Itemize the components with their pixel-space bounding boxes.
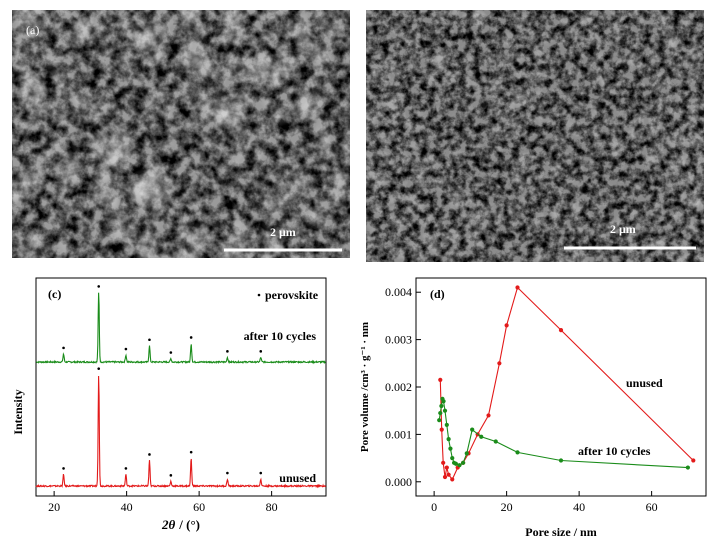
pore-data-point [439, 403, 444, 409]
xrd-peak-marker [259, 471, 263, 475]
sem-image-a: (a) 2 μm [12, 10, 350, 258]
pore-data-point [515, 285, 520, 290]
sem-b-scale-text: 2 μm [610, 222, 636, 236]
xrd-peak-marker [226, 471, 229, 475]
pore-data-point [558, 458, 564, 463]
pore-data-point [515, 450, 520, 455]
xrd-peak-marker [62, 346, 65, 350]
pore-ytick-label: 0.001 [385, 427, 412, 441]
pore-data-point [442, 474, 448, 480]
xrd-xlabel: 2θ / (°) [161, 517, 200, 532]
pore-data-point [448, 446, 453, 451]
pore-data-point [439, 427, 444, 432]
xrd-xtick-label: 60 [193, 500, 205, 514]
xrd-peak-marker [189, 450, 193, 454]
pore-data-point [464, 451, 469, 456]
pore-data-point [691, 458, 696, 463]
sem-a-label: (a) [26, 23, 39, 37]
pore-ytick-label: 0.003 [385, 333, 412, 347]
xrd-peak-marker [226, 350, 229, 353]
pore-data-point [446, 437, 451, 442]
xrd-peak-marker [169, 351, 173, 354]
xrd-xlabel-symbol: 2θ [161, 517, 176, 532]
sem-a-scale-text: 2 μm [270, 225, 296, 239]
xrd-panel-label: (c) [48, 287, 61, 301]
xrd-peak-marker [62, 467, 65, 470]
xrd-plot-frame [35, 277, 327, 497]
xrd-peak-marker [148, 453, 151, 456]
pore-ytick-label: 0.002 [385, 380, 412, 394]
pore-xtick-label: 20 [501, 500, 513, 514]
xrd-legend-text: perovskite [265, 288, 319, 302]
pore-series-label-unused: unused [626, 376, 663, 390]
xrd-peak-marker [124, 347, 128, 351]
pore-series-label-cycled: after 10 cycles [578, 444, 651, 458]
pore-data-point [441, 399, 446, 404]
xrd-series-line [35, 292, 327, 365]
pore-data-point [444, 422, 449, 428]
pore-plot-layer: 0 20 40 60 0.000 0.001 0.002 0.003 0.004 unused af… [385, 285, 696, 514]
pore-series-line [438, 396, 688, 469]
xrd-chart: 20 40 60 80 after 10 cycles unused (c) perovs… [11, 277, 327, 532]
pore-xlabel: Pore size / nm [525, 525, 596, 539]
xrd-ylabel: Intensity [11, 389, 25, 434]
xrd-legend-marker [257, 293, 261, 297]
pore-data-point [444, 465, 449, 470]
pore-data-point [438, 377, 443, 382]
pore-xtick-label: 40 [573, 500, 585, 514]
pore-panel-label: (d) [430, 287, 445, 301]
xrd-xlabel-unit: / (°) [178, 517, 200, 532]
pore-chart: 0 20 40 60 0.000 0.001 0.002 0.003 0.004 unused af… [359, 277, 707, 539]
pore-xtick-label: 60 [646, 500, 658, 514]
pore-data-point [470, 427, 475, 432]
xrd-series-label: unused [279, 471, 316, 485]
xrd-peak-marker [97, 285, 101, 288]
pore-data-point [450, 455, 455, 461]
xrd-peak-marker [148, 338, 151, 342]
pore-data-point [450, 477, 455, 482]
pore-data-point [685, 465, 690, 470]
pore-data-point [504, 323, 509, 328]
pore-ytick-label: 0.000 [385, 475, 412, 489]
pore-data-point [438, 410, 443, 416]
pore-data-point [453, 461, 458, 466]
pore-ytick-label: 0.004 [385, 285, 412, 299]
pore-data-point [446, 472, 451, 477]
xrd-xtick-label: 40 [121, 500, 133, 514]
pore-data-point [457, 463, 462, 468]
xrd-xtick-label: 20 [48, 500, 60, 514]
pore-data-point [558, 328, 564, 333]
pore-data-point [437, 418, 442, 423]
xrd-peak-marker [169, 474, 173, 477]
xrd-series-label: after 10 cycles [244, 329, 317, 343]
pore-xtick-label: 0 [431, 500, 437, 514]
sem-image-b: 2 μm [366, 10, 704, 262]
pore-ylabel: Pore volume /cm³ · g⁻¹ · nm [359, 322, 371, 452]
pore-data-point [461, 460, 466, 465]
xrd-peak-marker [97, 367, 101, 370]
xrd-peak-marker [124, 467, 128, 470]
xrd-peak-marker [189, 336, 193, 339]
pore-data-point [497, 361, 502, 366]
pore-data-point [486, 413, 491, 418]
xrd-peak-marker [259, 350, 263, 353]
xrd-series-line [35, 375, 327, 489]
pore-data-point [479, 434, 484, 439]
pore-data-point [493, 439, 498, 444]
xrd-xtick-label: 80 [266, 500, 278, 514]
pore-data-point [441, 460, 446, 465]
xrd-plot-layer: 20 40 60 80 after 10 cycles unused [35, 285, 327, 514]
pore-data-point [442, 408, 448, 413]
